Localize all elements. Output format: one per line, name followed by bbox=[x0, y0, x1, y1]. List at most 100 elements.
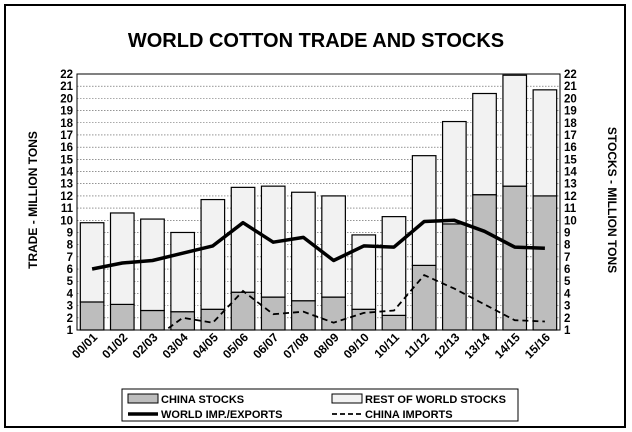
y-tick-label-right: 6 bbox=[564, 264, 570, 276]
y-axis-label-right: STOCKS - MILLION TONS bbox=[605, 127, 619, 273]
y-tick-label-right: 22 bbox=[564, 69, 577, 81]
y-tick-label-left: 11 bbox=[61, 203, 74, 215]
bar-china-stocks bbox=[79, 301, 105, 331]
x-tick-label: 14/15 bbox=[492, 330, 523, 361]
y-tick-label-right: 5 bbox=[564, 276, 571, 288]
y-tick-label-right: 10 bbox=[564, 215, 577, 227]
y-tick-label-right: 13 bbox=[564, 179, 577, 191]
x-tick-label: 06/07 bbox=[250, 330, 281, 361]
line-china-imports bbox=[164, 274, 545, 330]
y-tick-label-right: 21 bbox=[564, 81, 577, 93]
y-tick-label-right: 20 bbox=[564, 93, 577, 105]
bar-china-stocks bbox=[441, 223, 467, 331]
y-tick-label-right: 18 bbox=[564, 118, 577, 130]
bar-rest-of-world-stocks bbox=[170, 231, 196, 313]
bars-group bbox=[79, 74, 558, 331]
y-tick-label-right: 1 bbox=[564, 325, 571, 337]
bar-rest-of-world-stocks bbox=[140, 218, 165, 312]
y-tick-label-left: 18 bbox=[60, 118, 73, 130]
y-tick-label-left: 20 bbox=[60, 93, 73, 105]
x-tick-label: 10/11 bbox=[371, 330, 402, 361]
bar-china-stocks bbox=[321, 296, 346, 331]
x-tick-label: 01/02 bbox=[99, 330, 130, 361]
y-tick-label-left: 2 bbox=[67, 313, 73, 325]
legend-label: CHINA STOCKS bbox=[161, 394, 244, 406]
legend-label: REST OF WORLD STOCKS bbox=[365, 394, 506, 406]
bar-rest-of-world-stocks bbox=[381, 216, 407, 316]
y-tick-label-right: 17 bbox=[564, 130, 577, 142]
bar-rest-of-world-stocks bbox=[411, 155, 437, 266]
x-tick-label: 09/10 bbox=[341, 330, 372, 361]
y-tick-label-left: 22 bbox=[60, 69, 73, 81]
bar-rest-of-world-stocks bbox=[502, 74, 528, 187]
x-tick-label: 05/06 bbox=[220, 330, 251, 361]
y-tick-label-left: 13 bbox=[60, 179, 73, 191]
y-tick-label-left: 3 bbox=[67, 301, 73, 313]
y-tick-label-right: 2 bbox=[564, 313, 570, 325]
bar-china-stocks bbox=[532, 195, 558, 331]
bar-rest-of-world-stocks bbox=[79, 222, 105, 303]
legend-label: WORLD IMP./EXPORTS bbox=[161, 409, 282, 421]
y-tick-label-right: 7 bbox=[564, 252, 570, 264]
bar-rest-of-world-stocks bbox=[230, 186, 256, 293]
x-tick-label: 02/03 bbox=[129, 330, 160, 361]
x-tick-label: 07/08 bbox=[280, 330, 311, 361]
y-tick-label-right: 12 bbox=[564, 191, 577, 203]
y-tick-label-right: 9 bbox=[564, 227, 570, 239]
y-tick-label-left: 10 bbox=[60, 215, 73, 227]
bar-china-stocks bbox=[200, 308, 226, 331]
legend-swatch bbox=[127, 393, 159, 404]
plot-border bbox=[76, 73, 561, 331]
y-tick-label-right: 11 bbox=[564, 203, 577, 215]
y-tick-label-left: 14 bbox=[60, 167, 73, 179]
bar-china-stocks bbox=[109, 303, 135, 331]
bar-rest-of-world-stocks bbox=[351, 234, 377, 310]
bar-china-stocks bbox=[291, 300, 316, 331]
y-tick-label-left: 15 bbox=[60, 154, 73, 166]
bar-rest-of-world-stocks bbox=[321, 195, 346, 298]
x-tick-label: 11/12 bbox=[402, 330, 433, 361]
x-tick-label: 08/09 bbox=[311, 330, 342, 361]
y-axis-label-left: TRADE - MILLION TONS bbox=[26, 131, 40, 269]
line-world-imp-exports bbox=[91, 218, 545, 271]
y-tick-label-left: 17 bbox=[60, 130, 73, 142]
y-tick-label-left: 4 bbox=[67, 288, 74, 300]
y-tick-label-right: 15 bbox=[564, 154, 577, 166]
bar-china-stocks bbox=[381, 314, 407, 331]
x-tick-label: 00/01 bbox=[69, 330, 100, 361]
y-tick-label-right: 19 bbox=[564, 106, 577, 118]
x-tick-label: 03/04 bbox=[160, 330, 191, 361]
y-tick-label-left: 7 bbox=[67, 252, 73, 264]
bar-rest-of-world-stocks bbox=[200, 198, 226, 310]
x-tick-label: 15/16 bbox=[522, 330, 553, 361]
bar-china-stocks bbox=[502, 185, 528, 331]
y-tick-label-left: 9 bbox=[67, 227, 73, 239]
bar-rest-of-world-stocks bbox=[441, 120, 467, 225]
y-tick-label-left: 21 bbox=[60, 81, 73, 93]
lines-group bbox=[91, 218, 545, 330]
x-tick-label: 04/05 bbox=[190, 330, 221, 361]
bar-rest-of-world-stocks bbox=[291, 191, 316, 302]
y-tick-label-right: 3 bbox=[564, 301, 570, 313]
legend-box bbox=[121, 388, 519, 422]
y-tick-label-right: 4 bbox=[564, 288, 571, 300]
legend-label: CHINA IMPORTS bbox=[365, 409, 453, 421]
legend-swatch bbox=[331, 393, 363, 404]
bar-china-stocks bbox=[472, 194, 497, 331]
bar-china-stocks bbox=[140, 309, 165, 331]
y-tick-label-left: 16 bbox=[60, 142, 73, 154]
chart-title: WORLD COTTON TRADE AND STOCKS bbox=[128, 30, 504, 52]
y-tick-label-right: 16 bbox=[564, 142, 577, 154]
y-tick-label-left: 1 bbox=[67, 325, 74, 337]
y-tick-label-right: 14 bbox=[564, 167, 577, 179]
y-tick-label-right: 8 bbox=[564, 240, 571, 252]
y-tick-label-left: 5 bbox=[67, 276, 74, 288]
y-tick-label-left: 12 bbox=[60, 191, 73, 203]
bar-rest-of-world-stocks bbox=[472, 92, 497, 196]
y-tick-label-left: 8 bbox=[67, 240, 74, 252]
legend: CHINA STOCKS REST OF WORLD STOCKS WORLD IM… bbox=[121, 388, 519, 422]
y-tick-label-left: 19 bbox=[60, 106, 73, 118]
bar-china-stocks bbox=[170, 311, 196, 331]
y-tick-label-left: 6 bbox=[67, 264, 73, 276]
